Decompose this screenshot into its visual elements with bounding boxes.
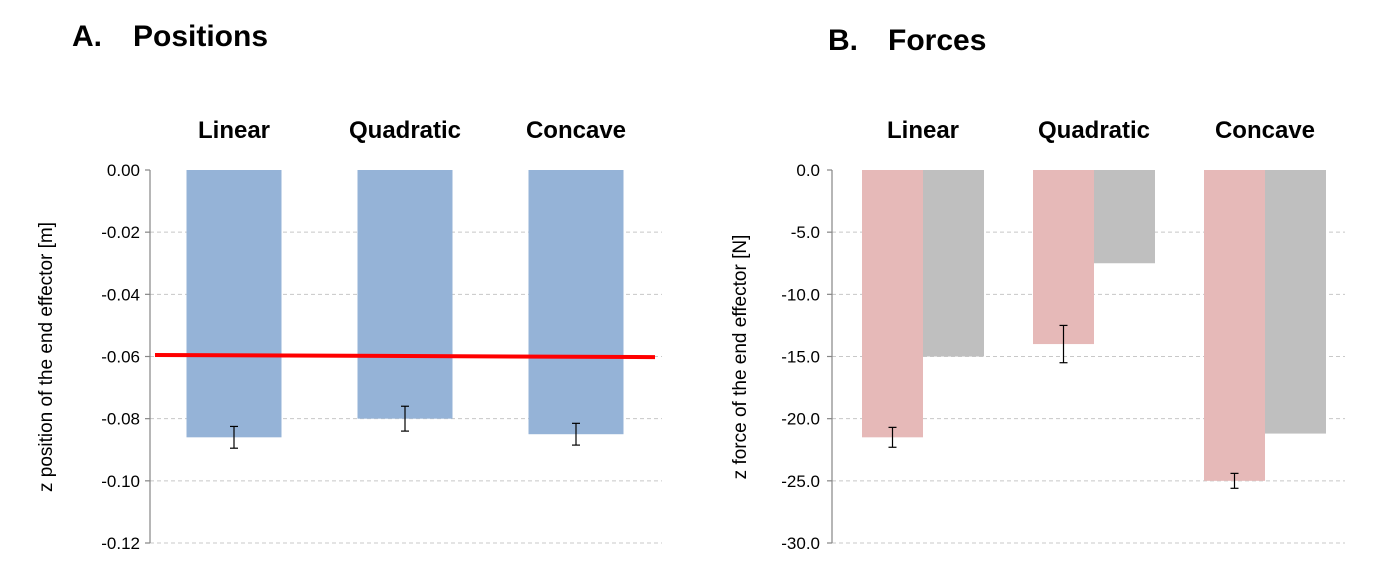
category-label-concave: Concave xyxy=(1215,117,1315,144)
category-label-quadratic: Quadratic xyxy=(1038,117,1150,144)
y-tick-label: 0.00 xyxy=(107,161,140,180)
positions-panel-label: A. xyxy=(72,20,102,53)
bar-concave-s2 xyxy=(1265,170,1326,434)
y-tick-label: -5.0 xyxy=(791,223,820,242)
forces-y-axis-title: z force of the end effector [N] xyxy=(730,235,751,480)
bar-quadratic-s2 xyxy=(1094,170,1155,264)
bar-concave-s1 xyxy=(528,170,624,435)
positions-reference-line xyxy=(154,352,656,360)
y-tick-label: -0.08 xyxy=(101,410,140,429)
forces-error-bars xyxy=(888,324,1239,489)
error-bar-quadratic-s1 xyxy=(1059,324,1068,364)
bar-linear-s1 xyxy=(186,170,282,438)
forces-panel-label: B. xyxy=(828,24,858,57)
positions-category-labels: Linear Quadratic Concave xyxy=(198,117,626,144)
bar-quadratic-s1 xyxy=(357,170,453,419)
y-tick-label: -0.12 xyxy=(101,534,140,553)
y-tick-label: -0.04 xyxy=(101,285,140,304)
bar-linear-s1 xyxy=(862,170,923,438)
forces-panel-title: Forces xyxy=(888,24,986,57)
category-label-linear: Linear xyxy=(887,117,959,144)
category-label-quadratic: Quadratic xyxy=(349,117,461,144)
forces-y-ticks: 0.0 -5.0 -10.0 -15.0 -20.0 -25.0 -30.0 xyxy=(781,161,832,553)
y-tick-label: -30.0 xyxy=(781,534,820,553)
positions-panel: A. Positions z position of the end effec… xyxy=(36,20,662,553)
y-tick-label: -15.0 xyxy=(781,348,820,367)
y-tick-label: -10.0 xyxy=(781,285,820,304)
y-tick-label: -0.02 xyxy=(101,223,140,242)
y-tick-label: -0.10 xyxy=(101,472,140,491)
forces-bars xyxy=(862,170,1326,481)
error-bar-concave-s1 xyxy=(572,422,580,446)
error-bar-linear-s1 xyxy=(230,425,238,449)
positions-panel-title: Positions xyxy=(133,20,268,53)
positions-y-ticks: 0.00 -0.02 -0.04 -0.06 -0.08 -0.10 -0.12 xyxy=(101,161,150,553)
category-label-concave: Concave xyxy=(526,117,626,144)
positions-error-bars xyxy=(230,405,580,449)
positions-y-axis-title: z position of the end effector [m] xyxy=(36,222,57,492)
y-tick-label: -0.06 xyxy=(101,348,140,367)
error-bar-linear-s1 xyxy=(888,426,897,448)
y-tick-label: 0.0 xyxy=(796,161,820,180)
bar-linear-s2 xyxy=(923,170,984,357)
error-bar-concave-s1 xyxy=(1230,472,1239,489)
category-label-linear: Linear xyxy=(198,117,270,144)
error-bar-quadratic-s1 xyxy=(401,405,409,432)
forces-panel: B. Forces z force of the end effector [N… xyxy=(730,24,1345,553)
positions-bars xyxy=(186,170,624,438)
bar-concave-s1 xyxy=(1204,170,1265,481)
y-tick-label: -20.0 xyxy=(781,410,820,429)
bar-quadratic-s1 xyxy=(1033,170,1094,345)
forces-category-labels: Linear Quadratic Concave xyxy=(887,117,1315,144)
y-tick-label: -25.0 xyxy=(781,472,820,491)
